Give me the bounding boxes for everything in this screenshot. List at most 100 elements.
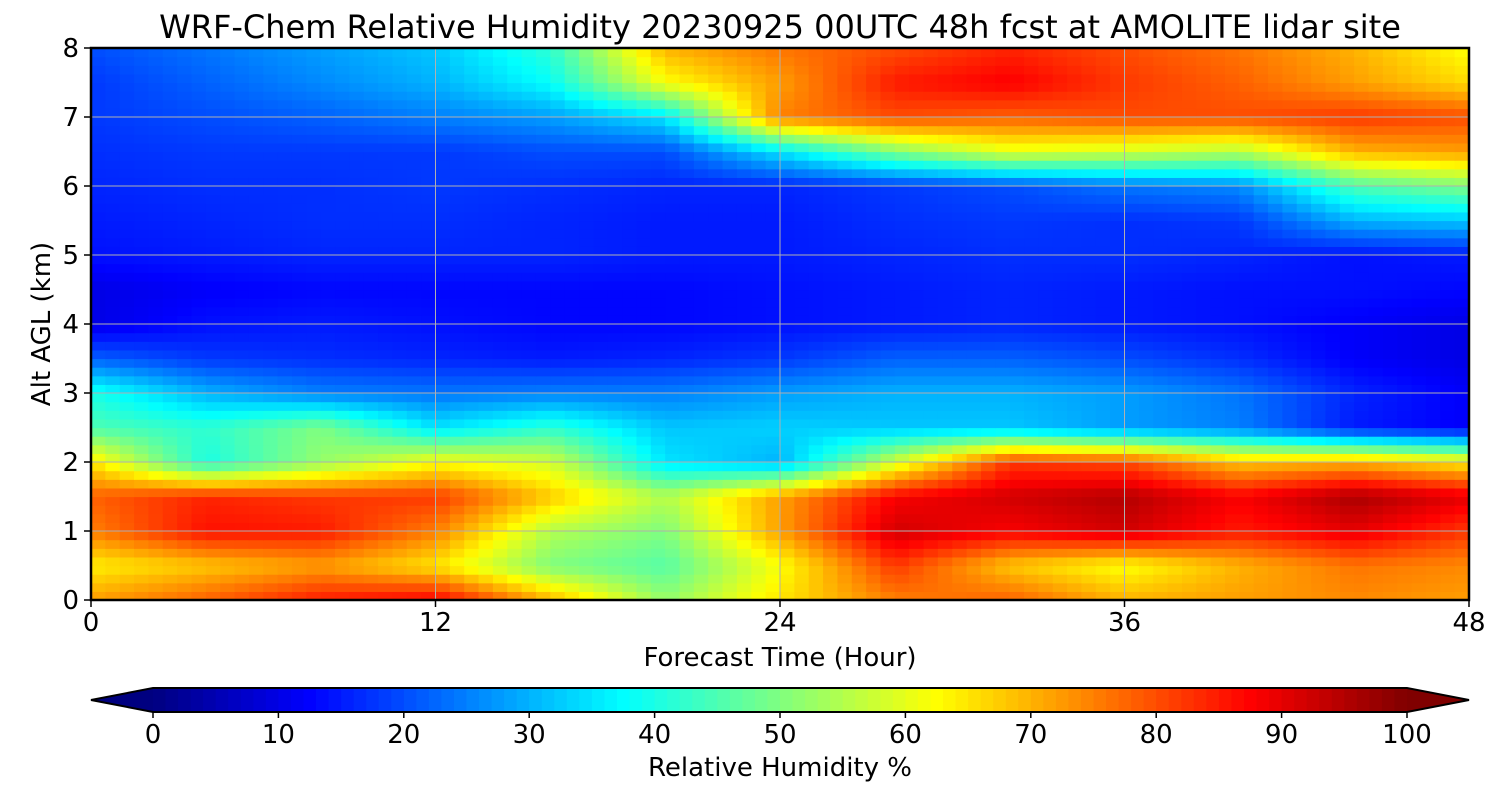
heatmap-cell — [1268, 539, 1283, 549]
heatmap-cell — [765, 186, 781, 196]
heatmap-cell — [191, 341, 207, 351]
heatmap-cell — [909, 220, 925, 230]
heatmap-cell — [421, 401, 437, 411]
heatmap-cell — [535, 470, 551, 480]
heatmap-cell — [780, 582, 795, 592]
heatmap-cell — [665, 151, 681, 161]
heatmap-cell — [909, 479, 925, 489]
heatmap-cell — [1038, 203, 1054, 213]
heatmap-cell — [1181, 341, 1197, 351]
heatmap-cell — [349, 453, 365, 463]
heatmap-cell — [363, 591, 379, 601]
heatmap-cell — [1224, 349, 1240, 360]
heatmap-cell — [363, 479, 379, 489]
heatmap-cell — [593, 289, 609, 299]
heatmap-cell — [177, 505, 193, 515]
heatmap-cell — [1325, 513, 1341, 523]
heatmap-cell — [263, 211, 279, 222]
heatmap-cell — [708, 298, 724, 308]
heatmap-cell — [1425, 358, 1441, 368]
heatmap-cell — [406, 479, 422, 489]
heatmap-cell — [1067, 186, 1083, 196]
heatmap-cell — [1138, 470, 1154, 480]
heatmap-cell — [1325, 220, 1341, 230]
heatmap-cell — [794, 177, 810, 187]
heatmap-cell — [378, 306, 394, 316]
heatmap-cell — [363, 487, 379, 498]
heatmap-cell — [392, 211, 408, 222]
heatmap-cell — [708, 151, 724, 161]
heatmap-cell — [277, 462, 293, 472]
heatmap-cell — [134, 436, 150, 446]
heatmap-cell — [650, 272, 666, 282]
heatmap-cell — [378, 444, 394, 454]
heatmap-cell — [780, 453, 795, 463]
heatmap-cell — [679, 237, 695, 247]
heatmap-cell — [148, 298, 164, 308]
heatmap-cell — [177, 496, 193, 506]
heatmap-cell — [937, 255, 953, 265]
heatmap-cell — [1268, 272, 1283, 282]
heatmap-cell — [1124, 375, 1140, 385]
heatmap-cell — [736, 358, 752, 368]
heatmap-cell — [521, 203, 537, 213]
heatmap-cell — [478, 186, 494, 196]
heatmap-cell — [693, 479, 709, 489]
heatmap-cell — [837, 272, 853, 282]
heatmap-cell — [1024, 591, 1039, 601]
heatmap-cell — [894, 332, 910, 342]
heatmap-cell — [952, 186, 968, 196]
heatmap-cell — [507, 574, 523, 584]
heatmap-cell — [535, 332, 551, 342]
heatmap-cell — [1196, 453, 1212, 463]
heatmap-cell — [736, 427, 752, 437]
heatmap-cell — [421, 427, 437, 437]
heatmap-cell — [134, 479, 150, 489]
heatmap-cell — [823, 548, 839, 558]
heatmap-cell — [1138, 556, 1154, 567]
heatmap-cell — [980, 401, 996, 411]
heatmap-cell — [1296, 479, 1312, 489]
heatmap-cell — [378, 565, 394, 575]
heatmap-cell — [134, 229, 150, 239]
heatmap-cell — [665, 401, 681, 411]
heatmap-cell — [363, 539, 379, 549]
heatmap-cell — [1224, 548, 1240, 558]
heatmap-cell — [162, 341, 178, 351]
heatmap-cell — [995, 177, 1011, 187]
heatmap-cell — [507, 341, 523, 351]
heatmap-cell — [162, 315, 178, 325]
heatmap-cell — [1325, 539, 1341, 549]
heatmap-cell — [650, 375, 666, 385]
heatmap-cell — [1038, 418, 1054, 429]
heatmap-cell — [1210, 548, 1226, 558]
heatmap-cell — [1382, 479, 1398, 489]
heatmap-cell — [937, 315, 953, 325]
heatmap-cell — [636, 177, 652, 187]
heatmap-cell — [851, 306, 867, 316]
heatmap-cell — [650, 194, 666, 204]
heatmap-cell — [1124, 470, 1140, 480]
heatmap-cell — [363, 436, 379, 446]
heatmap-cell — [406, 496, 422, 506]
heatmap-cell — [1440, 384, 1456, 394]
heatmap-cell — [722, 220, 738, 230]
heatmap-cell — [1009, 194, 1025, 204]
heatmap-cell — [1067, 289, 1083, 299]
heatmap-cell — [708, 229, 724, 239]
heatmap-cell — [966, 565, 982, 575]
heatmap-cell — [1397, 211, 1413, 222]
heatmap-cell — [1397, 375, 1413, 385]
heatmap-cell — [794, 375, 810, 385]
heatmap-cell — [1311, 211, 1327, 222]
heatmap-cell — [1239, 574, 1255, 584]
heatmap-cell — [1454, 470, 1470, 480]
heatmap-cell — [1167, 548, 1183, 558]
heatmap-cell — [966, 487, 982, 498]
heatmap-cell — [1067, 324, 1083, 334]
heatmap-cell — [1224, 246, 1240, 256]
heatmap-cell — [923, 211, 939, 222]
heatmap-cell — [823, 418, 839, 429]
heatmap-cell — [1239, 418, 1255, 429]
heatmap-cell — [349, 487, 365, 498]
